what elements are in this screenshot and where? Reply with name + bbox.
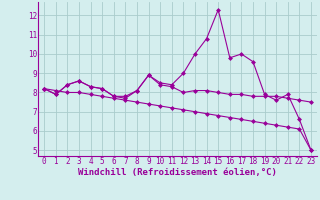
X-axis label: Windchill (Refroidissement éolien,°C): Windchill (Refroidissement éolien,°C) [78, 168, 277, 177]
